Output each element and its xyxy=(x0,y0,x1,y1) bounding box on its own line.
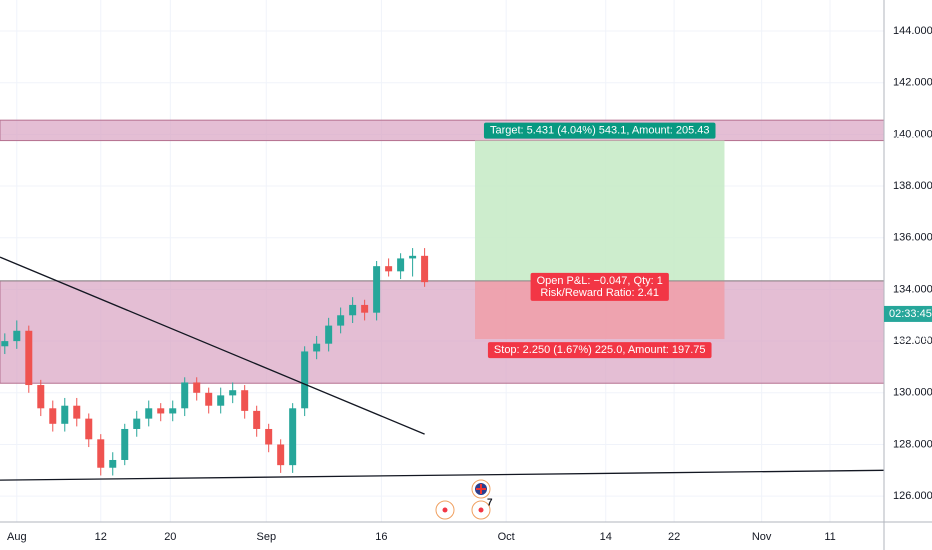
profit-area xyxy=(474,140,725,281)
y-tick-label: 136.000 xyxy=(893,232,932,244)
candle-body xyxy=(169,408,177,414)
candle-body xyxy=(373,266,381,313)
price-axis xyxy=(884,0,932,550)
candle-body xyxy=(409,255,417,259)
time-axis xyxy=(0,522,884,550)
candle-body xyxy=(37,385,45,409)
flag-cross xyxy=(476,484,486,494)
x-tick-label: 22 xyxy=(668,531,680,543)
event-dot xyxy=(478,507,484,513)
candle-body xyxy=(253,410,261,429)
candle-body xyxy=(301,351,309,409)
event-dot xyxy=(442,507,448,513)
x-tick-label: 12 xyxy=(95,531,107,543)
x-tick-label: Sep xyxy=(256,531,276,543)
candle-body xyxy=(181,382,189,409)
x-tick-label: 16 xyxy=(375,531,387,543)
x-tick-label: Nov xyxy=(752,531,772,543)
candle-body xyxy=(397,258,405,272)
candle-body xyxy=(349,304,357,316)
candle-body xyxy=(145,408,153,419)
y-tick-label: 134.000 xyxy=(893,283,932,295)
candle-body xyxy=(217,395,225,406)
y-tick-label: 142.000 xyxy=(893,77,932,89)
candle-body xyxy=(25,330,33,386)
candle-body xyxy=(361,304,369,313)
stop-label: Stop: 2.250 (1.67%) 225.0, Amount: 197.7… xyxy=(494,344,706,356)
x-tick-label: Aug xyxy=(7,531,27,543)
zone xyxy=(0,280,885,384)
candle-body xyxy=(157,408,165,414)
zone xyxy=(0,119,885,142)
y-tick-label: 144.000 xyxy=(893,25,932,37)
event-icons: 7 xyxy=(435,479,493,520)
pnl-box xyxy=(530,272,669,301)
candle-body xyxy=(85,418,93,440)
candle-body xyxy=(193,382,201,393)
x-tick-label: 11 xyxy=(824,531,835,543)
candle-body xyxy=(277,444,285,466)
candle-body xyxy=(109,459,117,468)
stop-label-box xyxy=(487,342,712,359)
x-tick-label: 20 xyxy=(164,531,176,543)
target-label: Target: 5.431 (4.04%) 543.1, Amount: 205… xyxy=(490,124,710,136)
price-badge-label: 132.079 xyxy=(889,333,929,345)
x-tick-label: 14 xyxy=(600,531,612,543)
countdown: 02:33:45 xyxy=(889,308,932,320)
y-tick-label: 140.000 xyxy=(893,128,932,140)
candle-body xyxy=(97,439,105,468)
price-badge-label: 139.760 xyxy=(889,134,929,146)
y-tick-label: 132.000 xyxy=(893,335,932,347)
candle-body xyxy=(289,408,297,466)
candle-body xyxy=(73,405,81,419)
candle-body xyxy=(385,266,393,272)
candle-body xyxy=(241,390,249,411)
candle-body xyxy=(337,315,345,326)
event-count: 7 xyxy=(487,498,493,509)
candle-body xyxy=(121,428,129,460)
candle-body xyxy=(133,418,141,429)
x-tick-label: Oct xyxy=(498,531,515,543)
trendline xyxy=(0,469,885,481)
price-badge-label: 134.282 xyxy=(889,292,929,304)
rr-label: Risk/Reward Ratio: 2.41 xyxy=(540,287,659,299)
candle-body xyxy=(205,392,213,406)
y-tick-label: 128.000 xyxy=(893,438,932,450)
candle-body xyxy=(61,405,69,424)
pnl-label: Open P&L: −0.047, Qty: 1 xyxy=(537,275,663,287)
candle-body xyxy=(265,428,273,445)
candle-body xyxy=(421,255,429,283)
candle-body xyxy=(13,330,21,342)
price-badge-label: 134.329 xyxy=(889,275,929,287)
countdown-badge xyxy=(884,305,932,322)
candle-body xyxy=(325,325,333,344)
trendline xyxy=(0,256,425,435)
y-tick-label: 126.000 xyxy=(893,490,932,502)
candle-body xyxy=(49,408,57,424)
candle-body xyxy=(313,343,321,352)
y-tick-label: 130.000 xyxy=(893,387,932,399)
candle-body xyxy=(1,341,9,347)
target-label-box xyxy=(483,122,716,139)
y-tick-label: 138.000 xyxy=(893,180,932,192)
candle-body xyxy=(229,390,237,396)
